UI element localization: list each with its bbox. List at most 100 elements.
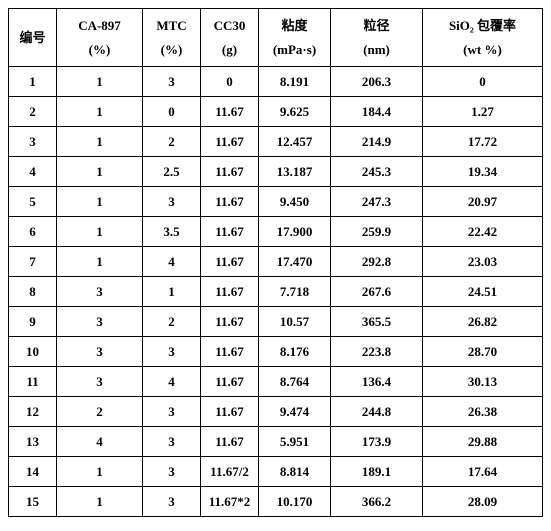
table-cell: 11.67 [201,367,259,397]
table-cell: 14 [9,457,57,487]
table-cell: 11.67 [201,337,259,367]
table-row: 113411.678.764136.430.13 [9,367,543,397]
table-row: 134311.675.951173.929.88 [9,427,543,457]
table-cell: 4 [143,367,201,397]
table-cell: 3 [57,367,143,397]
table-cell: 4 [9,157,57,187]
table-cell: 365.5 [331,307,423,337]
header-unit: (%) [161,42,183,57]
table-cell: 30.13 [423,367,543,397]
table-cell: 1 [143,277,201,307]
table-cell: 184.4 [331,97,423,127]
table-row: 141311.67/28.814189.117.64 [9,457,543,487]
header-label: 粒径 [363,18,389,33]
table-cell: 17.900 [259,217,331,247]
table-body: 11308.191206.3021011.679.625184.41.27312… [9,67,543,517]
header-unit: (%) [89,42,111,57]
table-cell: 3 [143,337,201,367]
table-cell: 1 [57,247,143,277]
table-cell: 6 [9,217,57,247]
table-cell: 29.88 [423,427,543,457]
table-cell: 4 [143,247,201,277]
header-unit: (mPa·s) [273,42,316,57]
col-header-index: 编号 [9,9,57,67]
table-cell: 11.67 [201,127,259,157]
table-cell: 11.67 [201,217,259,247]
table-cell: 8.764 [259,367,331,397]
data-table: 编号 CA-897 (%) MTC (%) CC30 (g) 粘度 (mPa·s… [8,8,543,517]
header-unit: (nm) [363,42,390,57]
table-cell: 1 [57,97,143,127]
table-cell: 10.170 [259,487,331,517]
table-row: 151311.67*210.170366.228.09 [9,487,543,517]
table-cell: 23.03 [423,247,543,277]
table-cell: 3 [9,127,57,157]
table-cell: 11.67 [201,427,259,457]
table-cell: 9.450 [259,187,331,217]
table-cell: 3 [57,277,143,307]
table-cell: 3 [143,67,201,97]
table-cell: 173.9 [331,427,423,457]
table-row: 103311.678.176223.828.70 [9,337,543,367]
table-cell: 24.51 [423,277,543,307]
table-cell: 3 [143,397,201,427]
table-row: 93211.6710.57365.526.82 [9,307,543,337]
table-cell: 1 [57,127,143,157]
table-cell: 26.82 [423,307,543,337]
table-cell: 189.1 [331,457,423,487]
table-cell: 3 [57,307,143,337]
table-cell: 223.8 [331,337,423,367]
col-header-ca897: CA-897 (%) [57,9,143,67]
table-cell: 11.67/2 [201,457,259,487]
table-cell: 3.5 [143,217,201,247]
table-cell: 206.3 [331,67,423,97]
table-cell: 5 [9,187,57,217]
table-cell: 17.470 [259,247,331,277]
header-label: SiO₂ 包覆率 [449,18,516,33]
table-cell: 11.67*2 [201,487,259,517]
table-cell: 245.3 [331,157,423,187]
table-cell: 1 [57,67,143,97]
table-cell: 247.3 [331,187,423,217]
table-header-row: 编号 CA-897 (%) MTC (%) CC30 (g) 粘度 (mPa·s… [9,9,543,67]
table-cell: 8 [9,277,57,307]
table-cell: 12 [9,397,57,427]
table-cell: 26.38 [423,397,543,427]
table-row: 83111.677.718267.624.51 [9,277,543,307]
table-cell: 19.34 [423,157,543,187]
table-cell: 366.2 [331,487,423,517]
table-cell: 1 [57,457,143,487]
table-cell: 13 [9,427,57,457]
table-cell: 1 [9,67,57,97]
table-cell: 8.176 [259,337,331,367]
table-cell: 13.187 [259,157,331,187]
table-row: 412.511.6713.187245.319.34 [9,157,543,187]
table-cell: 28.09 [423,487,543,517]
table-cell: 136.4 [331,367,423,397]
table-cell: 11.67 [201,157,259,187]
table-row: 122311.679.474244.826.38 [9,397,543,427]
header-unit: (wt %) [463,42,502,57]
table-cell: 1 [57,187,143,217]
table-cell: 292.8 [331,247,423,277]
header-label: CC30 [214,18,246,33]
table-cell: 11.67 [201,97,259,127]
col-header-mtc: MTC (%) [143,9,201,67]
col-header-viscosity: 粘度 (mPa·s) [259,9,331,67]
table-cell: 2 [9,97,57,127]
col-header-sio2: SiO₂ 包覆率 (wt %) [423,9,543,67]
table-cell: 12.457 [259,127,331,157]
table-cell: 9.625 [259,97,331,127]
table-cell: 11.67 [201,277,259,307]
table-cell: 20.97 [423,187,543,217]
table-cell: 7 [9,247,57,277]
table-cell: 11.67 [201,247,259,277]
table-cell: 259.9 [331,217,423,247]
table-cell: 3 [143,487,201,517]
table-cell: 22.42 [423,217,543,247]
col-header-cc30: CC30 (g) [201,9,259,67]
table-cell: 244.8 [331,397,423,427]
table-cell: 3 [143,457,201,487]
table-cell: 10.57 [259,307,331,337]
table-cell: 1 [57,487,143,517]
